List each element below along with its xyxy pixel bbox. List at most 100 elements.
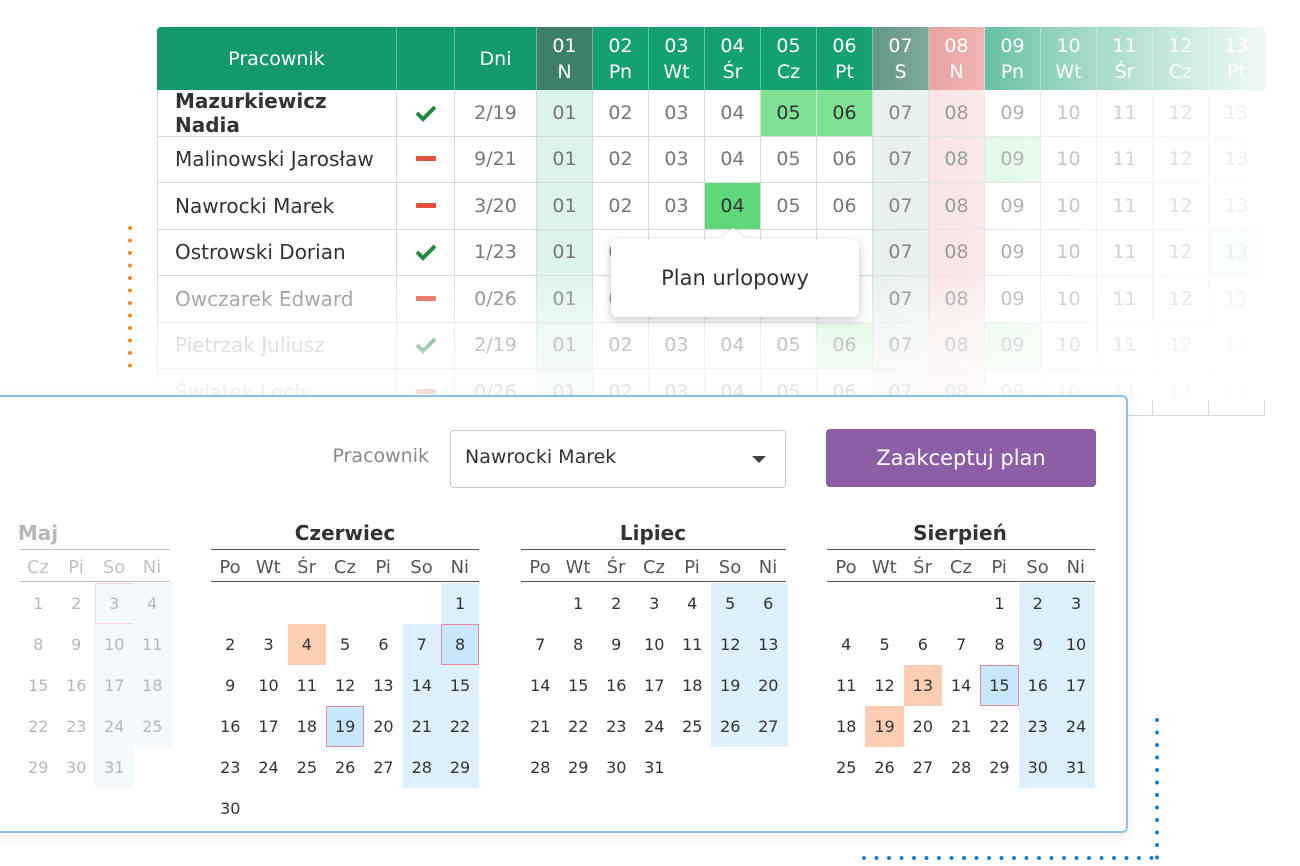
calendar-day: 10: [1056, 624, 1096, 665]
employee-name: Mazurkiewicz Nadia: [157, 89, 397, 137]
calendar-day: 19: [865, 706, 904, 747]
calendar-day: 16: [1018, 665, 1057, 706]
weekday-label: Cz: [26, 556, 50, 578]
month-title: Lipiec: [619, 521, 687, 545]
status-dash: [415, 156, 436, 162]
calendar-day: 6: [378, 635, 389, 654]
calendar-day: 18: [133, 665, 172, 706]
calendar-day: 24: [644, 717, 665, 736]
weekday-label: Cz: [642, 556, 666, 578]
weekday-label: Pi: [68, 556, 84, 578]
calendar-day: 25: [682, 717, 703, 736]
calendar-day: 28: [950, 758, 972, 777]
month-title: Sierpień: [913, 521, 1007, 545]
calendar-day: 9: [611, 635, 622, 654]
tooltip: Plan urlopowy: [611, 227, 859, 317]
calendar-day: 7: [956, 635, 967, 654]
calendar-day: 10: [258, 676, 279, 695]
weekday-label: Ni: [450, 556, 470, 578]
status-check: [415, 244, 436, 262]
calendar-day: 8: [994, 635, 1005, 654]
calendar-day: 5: [340, 635, 351, 654]
calendar-day: 11: [133, 624, 172, 665]
calendar-day: 14: [402, 665, 441, 706]
calendar-day: 16: [220, 717, 241, 736]
day-number: 03: [664, 34, 689, 57]
calendar-day: 15: [28, 676, 49, 695]
calendar-day: 24: [258, 758, 279, 777]
calendar-day: 2: [1018, 583, 1057, 624]
header-line: [20, 549, 170, 550]
calendar-day: 28: [402, 747, 441, 788]
calendar-day: 13: [903, 665, 943, 706]
calendar-day: 22: [28, 717, 49, 736]
month-calendar: Czerwiec Po Wt Śr Cz Pi So Ni 1 2 3 4 5 6 7 8 9 10 11 12 13 1…: [2, 397, 1126, 831]
month-title: Maj: [17, 521, 59, 545]
calendar-day: 3: [263, 635, 274, 654]
calendar-day: 31: [95, 747, 134, 788]
header-day: 03 Wt: [649, 27, 705, 90]
day-cell: 01: [537, 183, 593, 230]
header-line: [827, 581, 1095, 582]
calendar-day: 21: [530, 717, 551, 736]
header-status: [397, 27, 455, 90]
calendar-day: 23: [1018, 706, 1057, 747]
calendar-day: 9: [1018, 624, 1057, 665]
calendar-day: 23: [606, 717, 627, 736]
employee-select[interactable]: Nawrocki Marek: [450, 430, 786, 488]
day-cell: 02: [593, 90, 649, 137]
days-used: 9/21: [455, 136, 537, 183]
calendar-day: 22: [989, 717, 1010, 736]
day-number: 04: [720, 34, 745, 57]
calendar-day: 11: [682, 635, 703, 654]
weekday-label: So: [718, 556, 742, 578]
employee-name: Ostrowski Dorian: [157, 229, 397, 276]
header-line: [211, 549, 479, 550]
calendar-day: 26: [874, 758, 895, 777]
weekday-label: So: [102, 556, 126, 578]
calendar-day: 18: [836, 717, 857, 736]
day-number: 01: [552, 34, 577, 57]
calendar-day: 11: [296, 676, 318, 695]
month-title: Czerwiec: [294, 521, 396, 545]
day-cell: 04: [705, 136, 761, 183]
day-cell: 04: [705, 183, 761, 230]
weekday-label: Wt: [255, 556, 281, 578]
weekday-label: Ni: [142, 556, 162, 578]
calendar-day: 30: [220, 799, 241, 818]
weekday-label: Po: [529, 556, 551, 578]
calendar-day: 27: [373, 758, 394, 777]
calendar-day: 21: [950, 717, 972, 736]
calendar-day: 1: [573, 594, 584, 613]
calendar-day: 25: [296, 758, 318, 777]
calendar-day: 10: [644, 635, 665, 654]
day-cell: 05: [761, 90, 817, 137]
calendar-day: 30: [606, 758, 627, 777]
calendar-day: 24: [1056, 706, 1096, 747]
calendar-day: 20: [912, 717, 934, 736]
calendar-day: 9: [71, 635, 82, 654]
status-cell: [397, 183, 455, 230]
calendar-day: 2: [225, 635, 236, 654]
calendar-day: 15: [440, 665, 480, 706]
calendar-day: 1: [994, 594, 1005, 613]
selected-employee: Nawrocki Marek: [465, 446, 617, 468]
calendar-day: 8: [33, 635, 44, 654]
calendar-day: 4: [287, 624, 327, 665]
weekday-label: Pi: [991, 556, 1007, 578]
calendar-day: 7: [402, 624, 441, 665]
day-cell: 03: [649, 183, 705, 230]
day-cell: 01: [537, 229, 593, 276]
calendar-day: 11: [836, 676, 857, 695]
calendar-day: 31: [644, 758, 665, 777]
day-weekday: Pn: [608, 60, 633, 83]
day-cell: 03: [649, 90, 705, 137]
weekday-label: Pi: [375, 556, 391, 578]
calendars: Maj Cz Pi So Ni 1 2 3 4 8 9 10 11 15 16 17 18 22 23 24 25 29 3…: [2, 397, 1126, 831]
calendar-day: 12: [711, 624, 750, 665]
calendar-day: 29: [989, 758, 1010, 777]
accept-button[interactable]: Zaakceptuj plan: [826, 429, 1096, 487]
calendar-day: 29: [568, 758, 589, 777]
month-calendar: Sierpień Po Wt Śr Cz Pi So Ni 1 2 3 4 5 6 7 8 9 10 11 12 13 1…: [2, 397, 1126, 831]
